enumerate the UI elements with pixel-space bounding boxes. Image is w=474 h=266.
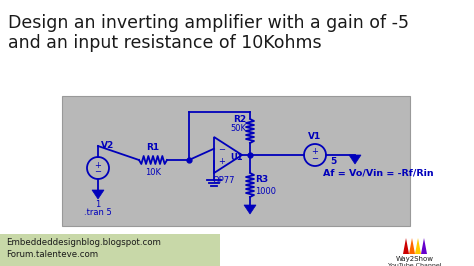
Polygon shape bbox=[421, 238, 427, 254]
Polygon shape bbox=[403, 238, 409, 254]
Polygon shape bbox=[244, 205, 256, 214]
Text: YouTube Channel: YouTube Channel bbox=[388, 263, 442, 266]
Text: V2: V2 bbox=[101, 141, 114, 150]
Polygon shape bbox=[349, 155, 361, 164]
Text: Af = Vo/Vin = -Rf/Rin: Af = Vo/Vin = -Rf/Rin bbox=[323, 168, 434, 177]
Text: 10K: 10K bbox=[145, 168, 161, 177]
Text: −: − bbox=[218, 146, 225, 155]
Text: and an input resistance of 10Kohms: and an input resistance of 10Kohms bbox=[8, 34, 322, 52]
Text: R1: R1 bbox=[146, 143, 160, 152]
Text: +: + bbox=[94, 160, 101, 169]
Polygon shape bbox=[415, 238, 421, 254]
Polygon shape bbox=[409, 238, 415, 254]
Text: 5: 5 bbox=[330, 157, 336, 166]
Text: −: − bbox=[311, 155, 319, 164]
Text: +: + bbox=[218, 156, 225, 165]
Text: U1: U1 bbox=[230, 152, 243, 161]
Text: R2: R2 bbox=[233, 115, 246, 124]
Text: −: − bbox=[94, 168, 101, 177]
Text: Forum.talenteve.com: Forum.talenteve.com bbox=[6, 250, 98, 259]
Text: OP77: OP77 bbox=[213, 176, 235, 185]
Text: +: + bbox=[311, 148, 319, 156]
Text: 1000: 1000 bbox=[255, 186, 276, 196]
Polygon shape bbox=[92, 190, 104, 199]
Bar bbox=[0, 234, 220, 266]
Text: V1: V1 bbox=[309, 132, 322, 141]
Text: Design an inverting amplifier with a gain of -5: Design an inverting amplifier with a gai… bbox=[8, 14, 409, 32]
Text: 1: 1 bbox=[95, 200, 100, 209]
Text: .tran 5: .tran 5 bbox=[84, 208, 112, 217]
Text: Embeddeddesignblog.blogspot.com: Embeddeddesignblog.blogspot.com bbox=[6, 238, 161, 247]
Bar bbox=[62, 96, 410, 226]
Text: Way2Show: Way2Show bbox=[396, 256, 434, 262]
Text: R3: R3 bbox=[255, 176, 268, 185]
Text: 50K: 50K bbox=[230, 124, 246, 133]
